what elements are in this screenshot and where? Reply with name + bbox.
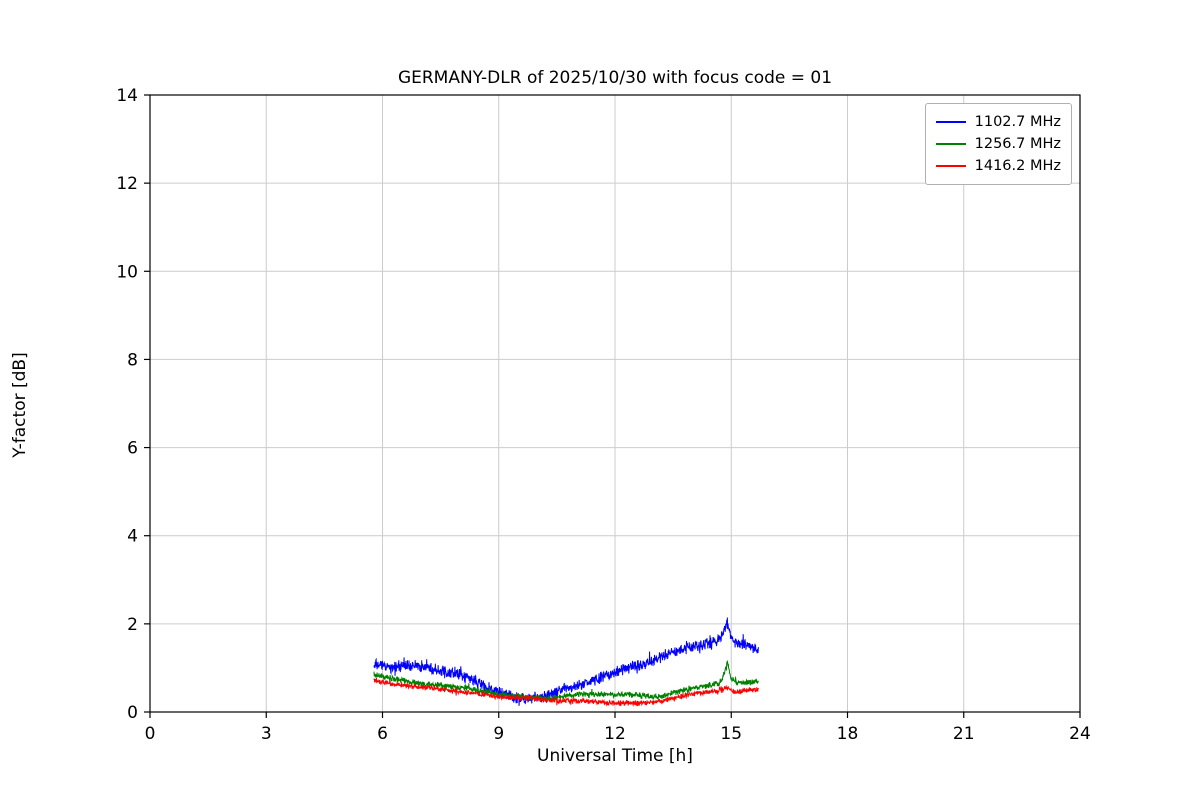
y-axis-label: Y-factor [dB] <box>10 352 30 458</box>
legend-entry: 1416.2 MHz <box>935 155 1061 177</box>
x-tick-label: 3 <box>261 724 272 744</box>
series-path-1102.7-MHz <box>373 617 759 706</box>
y-tick-label: 4 <box>127 527 138 547</box>
legend-line-swatch <box>935 121 966 123</box>
chart-title: GERMANY-DLR of 2025/10/30 with focus cod… <box>397 68 833 88</box>
legend-label: 1102.7 MHz <box>974 114 1061 130</box>
legend-entry: 1102.7 MHz <box>935 111 1061 133</box>
y-tick-label: 2 <box>127 615 138 635</box>
y-tick-label: 14 <box>116 86 138 106</box>
x-tick-label: 9 <box>493 724 504 744</box>
y-tick-label: 10 <box>116 262 138 282</box>
y-tick-label: 0 <box>127 703 138 723</box>
series-path-1416.2-MHz <box>373 677 759 707</box>
x-tick-label: 0 <box>145 724 156 744</box>
legend: 1102.7 MHz 1256.7 MHz 1416.2 MHz <box>924 103 1072 185</box>
legend-line-swatch <box>935 143 966 145</box>
x-tick-label: 12 <box>604 724 626 744</box>
x-axis-label: Universal Time [h] <box>537 746 693 766</box>
legend-label: 1416.2 MHz <box>974 158 1061 174</box>
legend-label: 1256.7 MHz <box>974 136 1061 152</box>
x-tick-label: 18 <box>837 724 859 744</box>
y-tick-label: 8 <box>127 350 138 370</box>
x-tick-label: 15 <box>720 724 742 744</box>
y-tick-label: 6 <box>127 439 138 459</box>
x-tick-label: 6 <box>377 724 388 744</box>
x-tick-label: 21 <box>953 724 975 744</box>
x-tick-label: 24 <box>1069 724 1091 744</box>
y-tick-label: 12 <box>116 174 138 194</box>
legend-entry: 1256.7 MHz <box>935 133 1061 155</box>
series-path-1256.7-MHz <box>373 659 759 702</box>
legend-line-swatch <box>935 165 966 167</box>
